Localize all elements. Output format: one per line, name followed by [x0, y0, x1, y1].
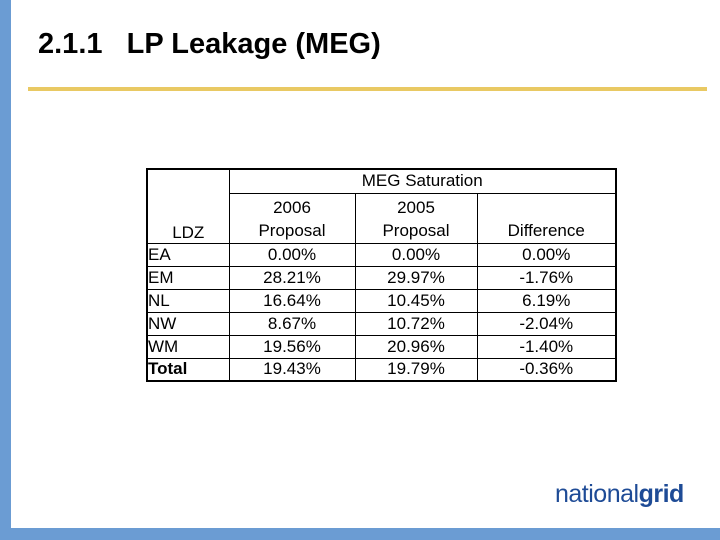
value-cell-diff: -0.36% — [476, 357, 617, 382]
table-row-total: Total 19.43% 19.79% -0.36% — [146, 357, 617, 382]
value-cell-2005: 19.79% — [354, 357, 478, 382]
value-cell-2006: 19.43% — [228, 357, 356, 382]
table-row-nl: NL 16.64% 10.45% 6.19% — [146, 288, 617, 313]
slide-title: 2.1.1 LP Leakage (MEG) — [38, 28, 381, 60]
ldz-cell: NW — [146, 311, 230, 336]
value-cell-diff: 0.00% — [476, 242, 617, 267]
value-cell-2006: 28.21% — [228, 265, 356, 290]
logo-text-national: national — [555, 480, 639, 508]
bottom-accent-bar — [0, 528, 720, 540]
table-row-em: EM 28.21% 29.97% -1.76% — [146, 265, 617, 290]
value-cell-2006: 8.67% — [228, 311, 356, 336]
col-header-2006-proposal: 2006 Proposal — [228, 192, 356, 244]
value-cell-2005: 29.97% — [354, 265, 478, 290]
table-row-nw: NW 8.67% 10.72% -2.04% — [146, 311, 617, 336]
value-cell-2005: 20.96% — [354, 334, 478, 359]
table-row-ea: EA 0.00% 0.00% 0.00% — [146, 242, 617, 267]
ldz-cell: EA — [146, 242, 230, 267]
col-header-2005-proposal: 2005 Proposal — [354, 192, 478, 244]
value-cell-2006: 16.64% — [228, 288, 356, 313]
value-cell-2005: 10.45% — [354, 288, 478, 313]
left-accent-bar — [0, 0, 11, 540]
ldz-cell: WM — [146, 334, 230, 359]
ldz-cell: EM — [146, 265, 230, 290]
meg-saturation-table: LDZ MEG Saturation 2006 Proposal 2005 Pr… — [146, 168, 617, 382]
value-cell-2005: 10.72% — [354, 311, 478, 336]
group-header-cell: MEG Saturation — [228, 168, 617, 194]
ldz-cell: Total — [146, 357, 230, 382]
col-header-difference: Difference — [476, 192, 617, 244]
title-underline — [28, 87, 707, 91]
value-cell-diff: -1.40% — [476, 334, 617, 359]
value-cell-2005: 0.00% — [354, 242, 478, 267]
ldz-cell: NL — [146, 288, 230, 313]
value-cell-diff: -1.76% — [476, 265, 617, 290]
value-cell-2006: 0.00% — [228, 242, 356, 267]
value-cell-2006: 19.56% — [228, 334, 356, 359]
national-grid-logo: nationalgrid — [555, 480, 684, 509]
value-cell-diff: 6.19% — [476, 288, 617, 313]
ldz-header-cell: LDZ — [146, 168, 230, 244]
logo-text-grid: grid — [638, 480, 685, 508]
table-row-wm: WM 19.56% 20.96% -1.40% — [146, 334, 617, 359]
value-cell-diff: -2.04% — [476, 311, 617, 336]
